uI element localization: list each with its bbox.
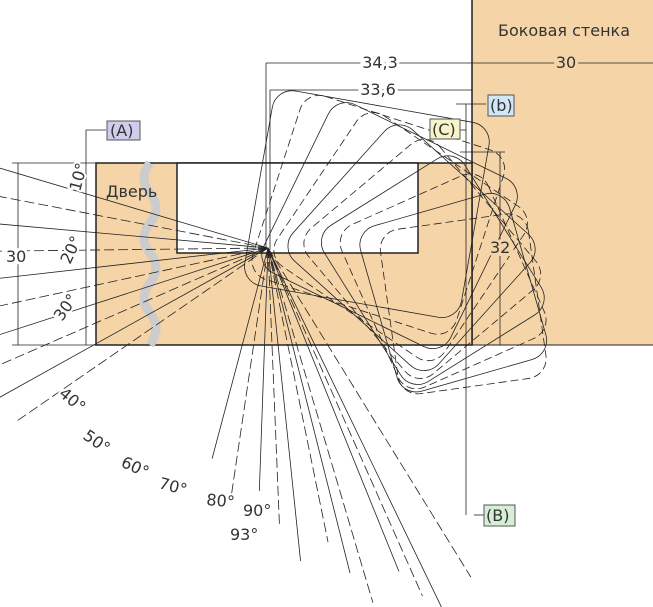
depth-label: 32 bbox=[490, 238, 510, 257]
angle-label: 70° bbox=[157, 474, 189, 500]
side-wall bbox=[472, 0, 653, 345]
marker-c: (C) bbox=[432, 120, 456, 139]
marker-b-upper: (B) bbox=[486, 506, 509, 525]
door-thickness: 30 bbox=[6, 247, 26, 266]
diagram: Боковая стенка 30 34,3 33,6 Дверь 30 32 … bbox=[0, 0, 653, 607]
angle-label: 10° bbox=[66, 161, 92, 193]
wall-thickness: 30 bbox=[556, 53, 576, 72]
dimension-inner: 33,6 bbox=[360, 80, 396, 99]
marker-b: (b) bbox=[490, 96, 513, 115]
angle-label: 80° bbox=[206, 490, 236, 511]
side-wall-label: Боковая стенка bbox=[498, 21, 630, 40]
angle-label: 40° bbox=[55, 384, 89, 417]
angle-label: 60° bbox=[118, 452, 152, 481]
door-label: Дверь bbox=[106, 182, 157, 201]
angle-label: 30° bbox=[50, 290, 82, 324]
angle-label: 20° bbox=[56, 233, 85, 267]
angle-label: 93° bbox=[230, 525, 258, 544]
angle-label: 90° bbox=[243, 501, 271, 520]
dimension-outer: 34,3 bbox=[362, 53, 398, 72]
angle-label: 50° bbox=[80, 426, 114, 458]
marker-a: (A) bbox=[110, 121, 133, 140]
